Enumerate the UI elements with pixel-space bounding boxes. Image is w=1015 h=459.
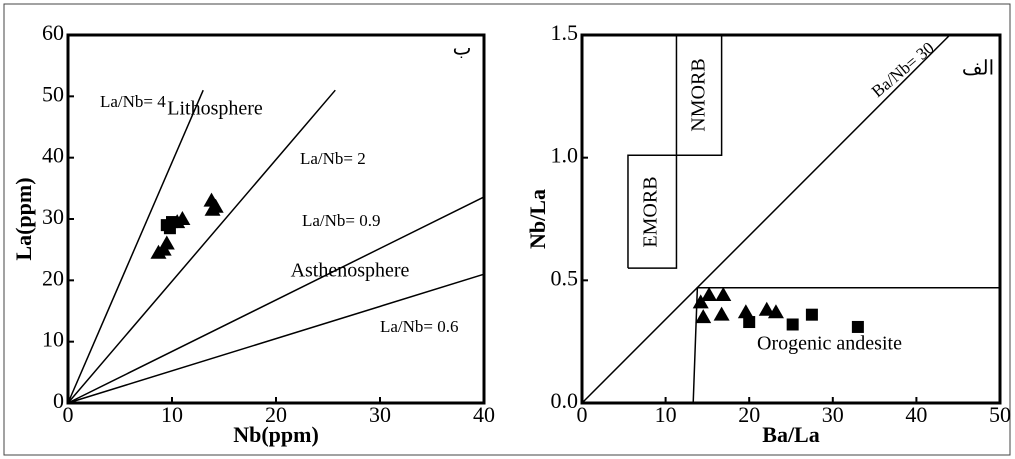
annotation: ب xyxy=(453,38,472,60)
y-tick-label: 20 xyxy=(42,265,64,290)
square-marker xyxy=(851,320,864,333)
x-tick-label: 0 xyxy=(577,402,588,427)
x-axis-title: Ba/La xyxy=(762,422,819,447)
line-label: La/Nb= 0.6 xyxy=(380,317,459,336)
y-tick-label: 40 xyxy=(42,143,64,168)
square-marker xyxy=(805,308,818,321)
x-tick-label: 50 xyxy=(989,402,1011,427)
triangle-marker xyxy=(692,294,709,309)
reference-line xyxy=(581,34,951,404)
x-tick-label: 20 xyxy=(738,402,760,427)
x-tick-label: 40 xyxy=(905,402,927,427)
x-axis-title: Nb(ppm) xyxy=(233,422,319,447)
plot-frame xyxy=(66,33,486,405)
y-axis-title: Nb/La xyxy=(525,189,550,249)
plot-frame xyxy=(580,33,1002,405)
x-tick-label: 30 xyxy=(822,402,844,427)
line-label: Ba/Nb= 30 xyxy=(868,38,938,101)
triangle-marker xyxy=(737,304,754,319)
x-tick-label: 0 xyxy=(63,402,74,427)
y-axis-title: La(ppm) xyxy=(11,177,36,260)
annotation: الف xyxy=(962,58,994,80)
line-label: La/Nb= 4 xyxy=(100,92,166,111)
reference-line xyxy=(67,89,204,404)
region-label: Orogenic andesite xyxy=(757,333,902,355)
x-tick-label: 40 xyxy=(473,402,495,427)
triangle-marker xyxy=(158,235,175,250)
y-tick-label: 0.0 xyxy=(551,388,579,413)
reference-line xyxy=(67,89,336,404)
triangle-marker xyxy=(695,309,712,324)
y-tick-label: 1.5 xyxy=(551,20,579,45)
reference-line xyxy=(67,273,485,404)
triangle-marker xyxy=(174,211,191,225)
region-label: EMORB xyxy=(640,176,662,247)
x-tick-label: 30 xyxy=(369,402,391,427)
region-label: NMORB xyxy=(688,58,710,131)
y-tick-label: 30 xyxy=(42,204,64,229)
annotation: Lithosphere xyxy=(167,98,263,120)
square-marker xyxy=(743,316,756,329)
y-tick-label: 0.5 xyxy=(551,265,579,290)
triangle-marker xyxy=(713,306,730,321)
y-tick-label: 0 xyxy=(53,388,64,413)
line-label: La/Nb= 0.9 xyxy=(302,211,381,230)
y-tick-label: 1.0 xyxy=(551,143,579,168)
y-tick-label: 50 xyxy=(42,81,64,106)
annotation: Asthenosphere xyxy=(291,260,410,282)
square-marker xyxy=(786,318,799,331)
x-tick-label: 10 xyxy=(655,402,677,427)
reference-line xyxy=(67,196,485,404)
triangle-marker xyxy=(767,304,784,319)
x-tick-label: 20 xyxy=(265,402,287,427)
line-label: La/Nb= 2 xyxy=(300,149,366,168)
triangle-marker xyxy=(715,287,732,302)
figure-border xyxy=(3,3,1011,456)
triangle-marker xyxy=(758,301,775,316)
y-tick-label: 10 xyxy=(42,327,64,352)
region-outline xyxy=(692,286,1000,404)
y-tick-label: 60 xyxy=(42,20,64,45)
triangle-marker xyxy=(701,287,718,302)
triangle-marker xyxy=(204,201,221,216)
x-tick-label: 10 xyxy=(161,402,183,427)
region-outline xyxy=(675,34,723,156)
